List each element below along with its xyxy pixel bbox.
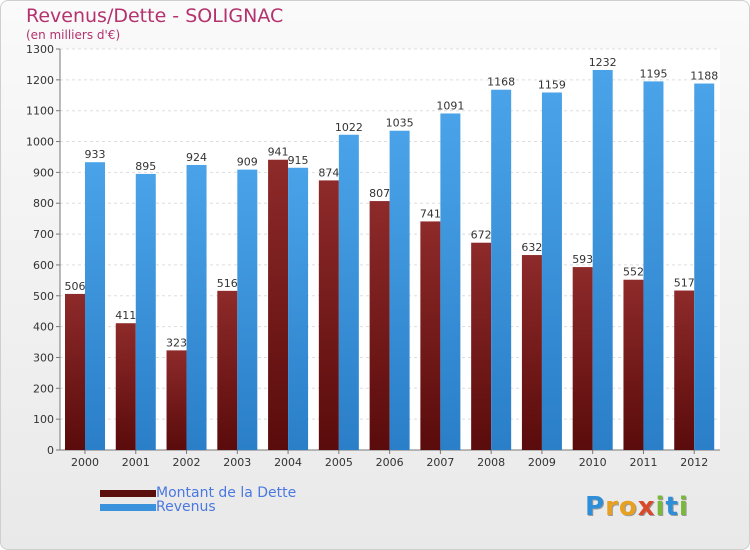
x-tick-label: 2012 (680, 456, 708, 469)
bar-dette (318, 180, 339, 451)
bar-dette (166, 350, 187, 450)
logo-letter: i (678, 492, 689, 522)
data-label: 1159 (538, 78, 566, 91)
x-tick-label: 2000 (71, 456, 99, 469)
legend-label-dette: Montant de la Dette (156, 485, 297, 501)
logo-letter: o (618, 492, 638, 522)
x-tick-label: 2002 (173, 456, 201, 469)
bar-revenus (694, 83, 715, 450)
bar-dette (369, 201, 390, 450)
x-tick-label: 2006 (376, 456, 404, 469)
y-tick-label: 300 (33, 351, 54, 364)
data-label: 516 (217, 277, 238, 290)
data-label: 1188 (690, 70, 718, 83)
data-label: 933 (85, 148, 106, 161)
bar-dette (65, 293, 85, 450)
bar-revenus (237, 169, 258, 450)
data-label: 323 (166, 336, 187, 349)
bar-dette (268, 159, 289, 451)
data-label: 874 (318, 166, 339, 179)
bar-dette (521, 255, 542, 450)
bar-dette (217, 290, 238, 450)
bar-revenus (85, 162, 105, 450)
y-tick-label: 1000 (26, 136, 54, 149)
x-tick-label: 2001 (122, 456, 150, 469)
data-label: 632 (521, 241, 542, 254)
x-tick-label: 2005 (325, 456, 353, 469)
y-tick-label: 0 (47, 444, 54, 457)
x-tick-label: 2010 (579, 456, 607, 469)
data-label: 1168 (487, 76, 515, 89)
x-tick-label: 2007 (426, 456, 454, 469)
y-tick-label: 200 (33, 382, 54, 395)
y-tick-label: 1300 (26, 43, 54, 56)
data-label: 1035 (386, 117, 414, 130)
bar-revenus (288, 167, 309, 450)
data-label: 1022 (335, 121, 363, 134)
y-tick-label: 500 (33, 290, 54, 303)
data-label: 1091 (436, 99, 464, 112)
bar-revenus (491, 89, 512, 451)
logo-letter: t (665, 492, 679, 522)
bar-revenus (389, 130, 410, 450)
logo-letter: x (637, 492, 656, 522)
bar-revenus (592, 69, 613, 450)
logo-letter: P (585, 492, 606, 522)
bar-revenus (541, 92, 562, 451)
y-tick-label: 1100 (26, 105, 54, 118)
data-label: 1195 (639, 67, 667, 80)
data-label: 915 (288, 154, 309, 167)
proxiti-logo: Proxiti (585, 492, 689, 522)
data-label: 1232 (589, 56, 617, 69)
bar-dette (471, 242, 492, 450)
y-tick-label: 800 (33, 197, 54, 210)
bar-revenus (440, 113, 461, 451)
x-tick-label: 2003 (223, 456, 251, 469)
data-label: 807 (369, 187, 390, 200)
x-tick-label: 2004 (274, 456, 302, 469)
chart-subtitle: (en milliers d'€) (26, 28, 121, 42)
y-tick-label: 100 (33, 413, 54, 426)
bar-dette (420, 221, 441, 450)
legend-swatch-dette (100, 490, 156, 497)
bar-revenus (135, 173, 156, 450)
y-tick-label: 400 (33, 321, 54, 334)
data-label: 552 (623, 266, 644, 279)
bar-dette (623, 279, 644, 450)
y-tick-label: 600 (33, 259, 54, 272)
legend-swatch-revenus (100, 504, 156, 511)
chart-title: Revenus/Dette - SOLIGNAC (26, 5, 284, 27)
data-label: 517 (674, 277, 695, 290)
y-tick-label: 900 (33, 166, 54, 179)
y-tick-label: 700 (33, 228, 54, 241)
data-label: 909 (237, 156, 258, 169)
bar-revenus (643, 81, 664, 450)
bar-dette (115, 323, 136, 450)
data-label: 924 (186, 151, 207, 164)
data-label: 411 (115, 309, 136, 322)
logo-letter: r (605, 492, 619, 522)
data-label: 506 (65, 280, 86, 293)
x-tick-label: 2009 (528, 456, 556, 469)
bar-dette (674, 290, 695, 450)
x-tick-label: 2011 (629, 456, 657, 469)
bar-revenus (338, 134, 359, 450)
data-label: 741 (420, 207, 441, 220)
x-tick-label: 2008 (477, 456, 505, 469)
y-tick-label: 1200 (26, 74, 54, 87)
logo-letter: i (655, 492, 666, 522)
data-label: 672 (471, 229, 492, 242)
data-label: 895 (135, 160, 156, 173)
bar-revenus (186, 164, 207, 450)
bar-dette (572, 267, 593, 450)
data-label: 941 (268, 146, 289, 159)
legend-label-revenus: Revenus (156, 499, 216, 515)
data-label: 593 (572, 253, 593, 266)
